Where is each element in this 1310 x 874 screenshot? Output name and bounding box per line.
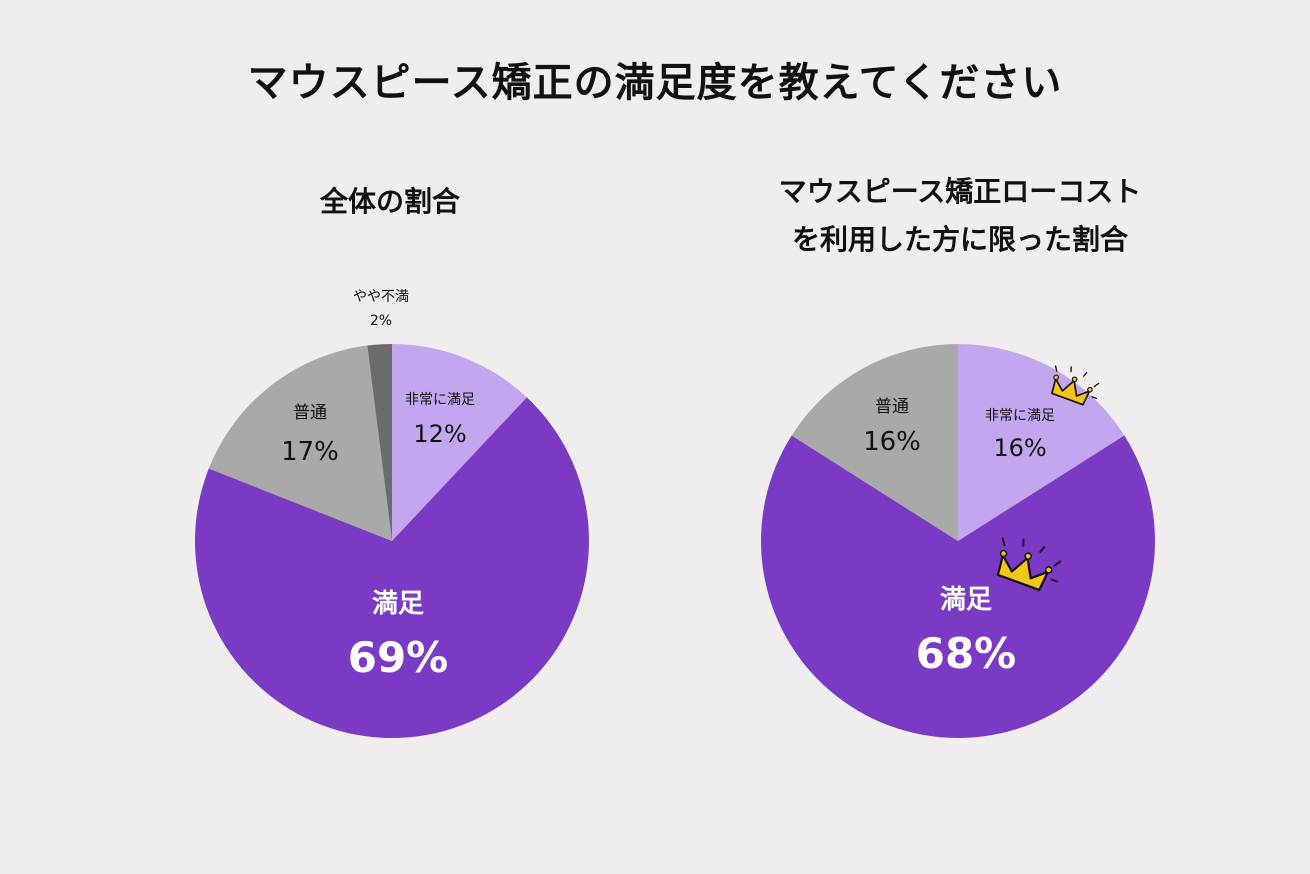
slice-label: 普通 [875,397,909,417]
slice-label: 非常に満足 [405,392,475,408]
pie-slice [194,397,589,738]
slice-value-label: 12% [413,420,466,448]
pie-slice [392,344,527,541]
slice-label: やや不満 [353,289,409,305]
slice-label: 満足 [940,585,992,615]
slice-value-label: 17% [281,437,339,467]
chart-title-lowcost-line2: を利用した方に限った割合 [791,223,1128,256]
pie-slice [791,344,958,541]
pie-slice [761,435,1155,738]
crown-icon [996,537,1062,592]
page-title: マウスピース矯正の満足度を教えてください [247,60,1063,106]
slice-label: 満足 [372,589,424,619]
slice-label: 非常に満足 [985,408,1055,424]
chart-title-overall: 全体の割合 [319,185,460,218]
crown-icon [1051,365,1100,406]
slice-label: 普通 [293,403,327,423]
pie-slice [208,345,392,541]
pie-slice [367,344,392,541]
chart-title-lowcost-line1: マウスピース矯正ローコスト [778,175,1142,208]
slice-value-label: 69% [348,633,449,682]
slice-value-label: 16% [993,434,1046,462]
slice-value-label: 2% [370,313,392,329]
slice-value-label: 16% [863,427,921,457]
chart-title-lowcost: マウスピース矯正ローコスト を利用した方に限った割合 [700,168,1220,264]
slice-value-label: 68% [916,629,1017,678]
